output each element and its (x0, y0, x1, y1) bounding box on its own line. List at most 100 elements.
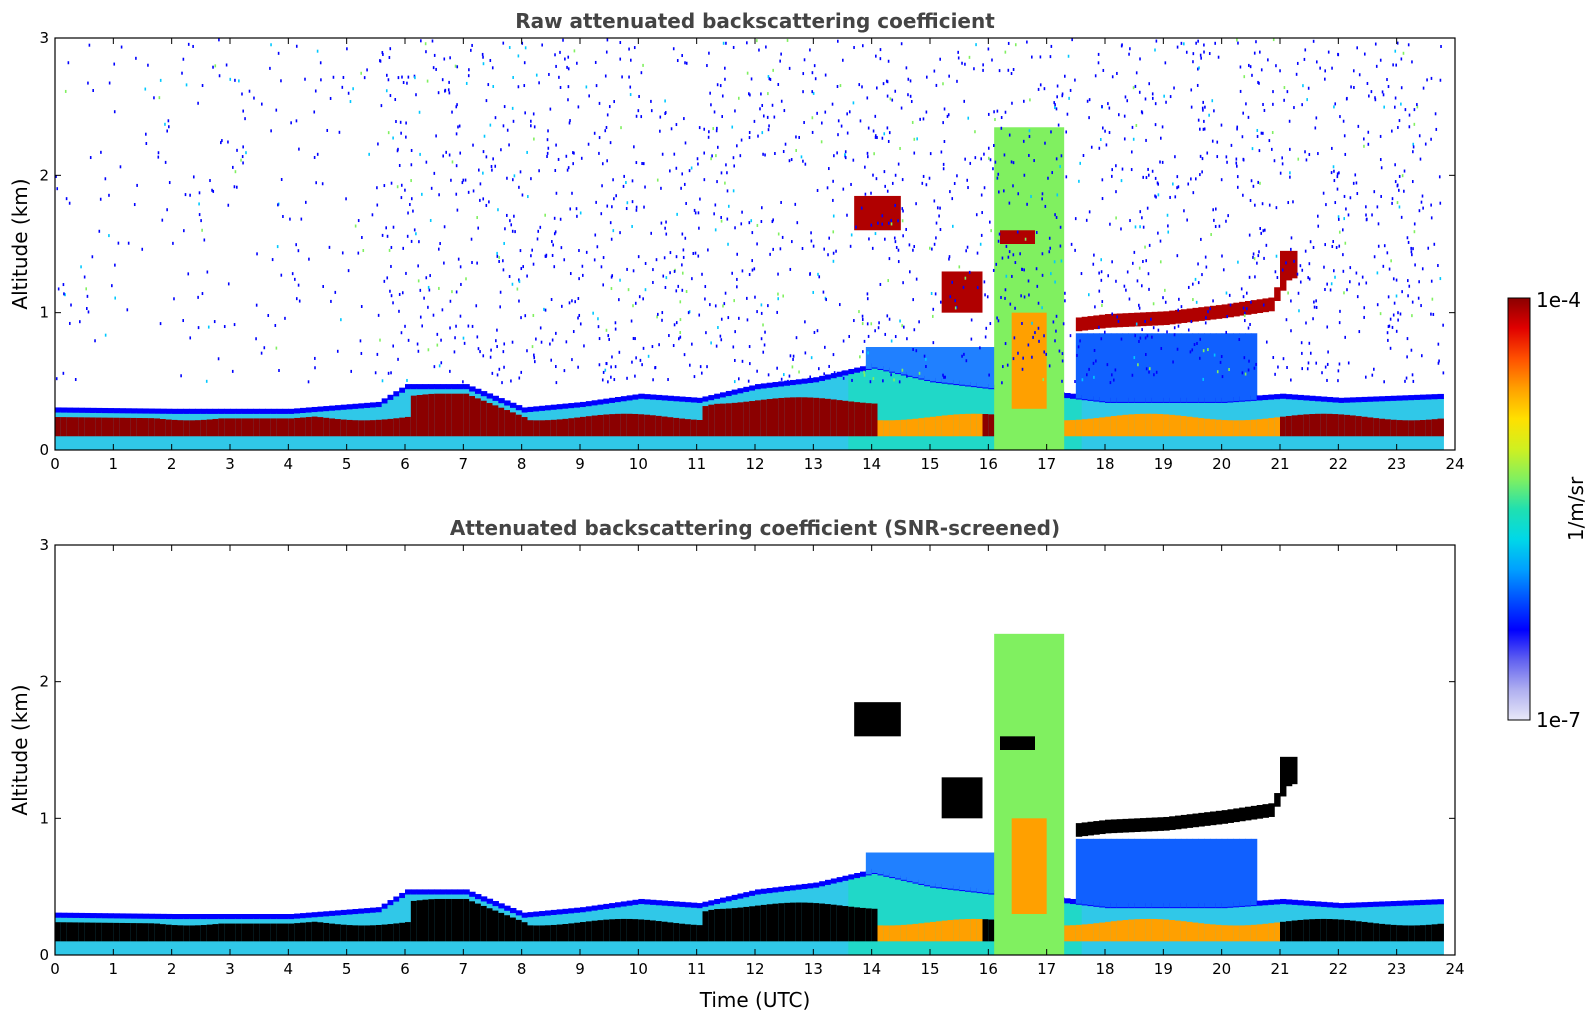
heatmap-cell (1134, 414, 1141, 437)
heatmap-cell (781, 235, 784, 239)
heatmap-cell (1048, 364, 1051, 368)
heatmap-cell (726, 189, 729, 193)
colorbar: 1e-4 1e-7 1/m/sr (1507, 288, 1588, 732)
heatmap-cell (941, 347, 949, 383)
heatmap-cell (1356, 192, 1359, 196)
heatmap-cell (720, 403, 727, 437)
heatmap-cell (1021, 367, 1024, 371)
heatmap-cell (1293, 106, 1295, 110)
heatmap-cell (698, 126, 701, 130)
heatmap-cell (794, 202, 797, 206)
heatmap-cell (665, 276, 668, 280)
heatmap-cell (988, 414, 995, 437)
heatmap-cell (1093, 838, 1100, 906)
heatmap-cell (62, 371, 65, 375)
heatmap-cell (295, 297, 298, 301)
heatmap-cell (731, 908, 739, 942)
heatmap-cell (681, 288, 684, 292)
heatmap-cell (300, 417, 307, 437)
heatmap-cell (1306, 367, 1309, 371)
heatmap-cell (952, 224, 954, 228)
heatmap-cell (1259, 50, 1261, 54)
heatmap-cell (1098, 289, 1101, 293)
heatmap-cell (1337, 217, 1340, 221)
heatmap-cell (761, 206, 763, 210)
heatmap-cell (887, 221, 890, 225)
heatmap-cell (496, 345, 498, 349)
heatmap-cell (1203, 119, 1205, 123)
heatmap-cell (1157, 193, 1160, 197)
heatmap-cell (870, 191, 872, 195)
heatmap-cell (1151, 335, 1153, 339)
heatmap-cell (1199, 337, 1202, 341)
heatmap-cell (1236, 175, 1239, 179)
heatmap-cell (1390, 395, 1398, 401)
heatmap-cell (1239, 301, 1246, 316)
heatmap-cell (104, 177, 107, 181)
heatmap-cell (148, 418, 155, 437)
heatmap-cell (866, 322, 869, 326)
heatmap-cell (1440, 44, 1442, 48)
heatmap-cell (902, 209, 904, 213)
heatmap-cell (627, 288, 630, 292)
heatmap-cell (1196, 341, 1198, 345)
heatmap-cell (650, 899, 657, 905)
heatmap-cell (642, 63, 644, 67)
heatmap-cell (1252, 184, 1255, 188)
heatmap-cell (585, 921, 593, 942)
heatmap-cell (813, 397, 820, 437)
heatmap-cell (1239, 333, 1246, 401)
heatmap-cell (1227, 333, 1234, 402)
heatmap-cell (1120, 179, 1123, 183)
heatmap-cell (577, 297, 580, 301)
heatmap-cell (440, 898, 447, 942)
heatmap-cell (1221, 838, 1229, 908)
heatmap-cell (613, 197, 615, 201)
heatmap-cell (475, 903, 482, 942)
heatmap-cell (1140, 413, 1147, 437)
heatmap-cell (1239, 65, 1242, 69)
heatmap-cell (1254, 203, 1256, 207)
heatmap-cell (1097, 52, 1100, 56)
heatmap-cell (524, 111, 526, 115)
x-tick-label: 14 (862, 960, 881, 978)
heatmap-cell (1210, 838, 1217, 908)
heatmap-cell (389, 47, 392, 51)
heatmap-cell (611, 205, 613, 209)
heatmap-cell (1258, 149, 1261, 153)
heatmap-cell (1236, 164, 1238, 168)
heatmap-cell (65, 197, 68, 201)
heatmap-cell (349, 100, 352, 104)
heatmap-cell (1395, 294, 1398, 298)
heatmap-cell (185, 83, 188, 87)
heatmap-cell (390, 181, 393, 185)
heatmap-cell (78, 912, 85, 919)
heatmap-cell (510, 917, 517, 942)
heatmap-cell (1169, 310, 1176, 325)
heatmap-cell (1039, 83, 1042, 87)
heatmap-cell (1075, 838, 1083, 904)
heatmap-cell (1239, 925, 1246, 942)
colorbar-max-label: 1e-4 (1536, 288, 1581, 312)
heatmap-cell (1281, 156, 1283, 160)
heatmap-cell (556, 404, 564, 410)
heatmap-cell (714, 909, 721, 942)
heatmap-cell (1243, 356, 1246, 360)
heatmap-cell (1055, 107, 1058, 111)
heatmap-cell (716, 126, 718, 130)
heatmap-cell (1288, 119, 1291, 123)
heatmap-cell (295, 119, 298, 123)
heatmap-cell (1053, 101, 1056, 105)
heatmap-cell (601, 378, 604, 382)
heatmap-cell (340, 404, 348, 410)
heatmap-cell (1404, 379, 1406, 383)
heatmap-cell (568, 301, 571, 305)
heatmap-cell (720, 897, 727, 903)
heatmap-cell (1338, 321, 1341, 325)
heatmap-cell (1079, 339, 1081, 343)
heatmap-cell (192, 175, 195, 179)
heatmap-cell (930, 416, 937, 437)
heatmap-cell (1379, 396, 1386, 402)
heatmap-cell (1095, 359, 1097, 363)
heatmap-cell (172, 241, 174, 245)
